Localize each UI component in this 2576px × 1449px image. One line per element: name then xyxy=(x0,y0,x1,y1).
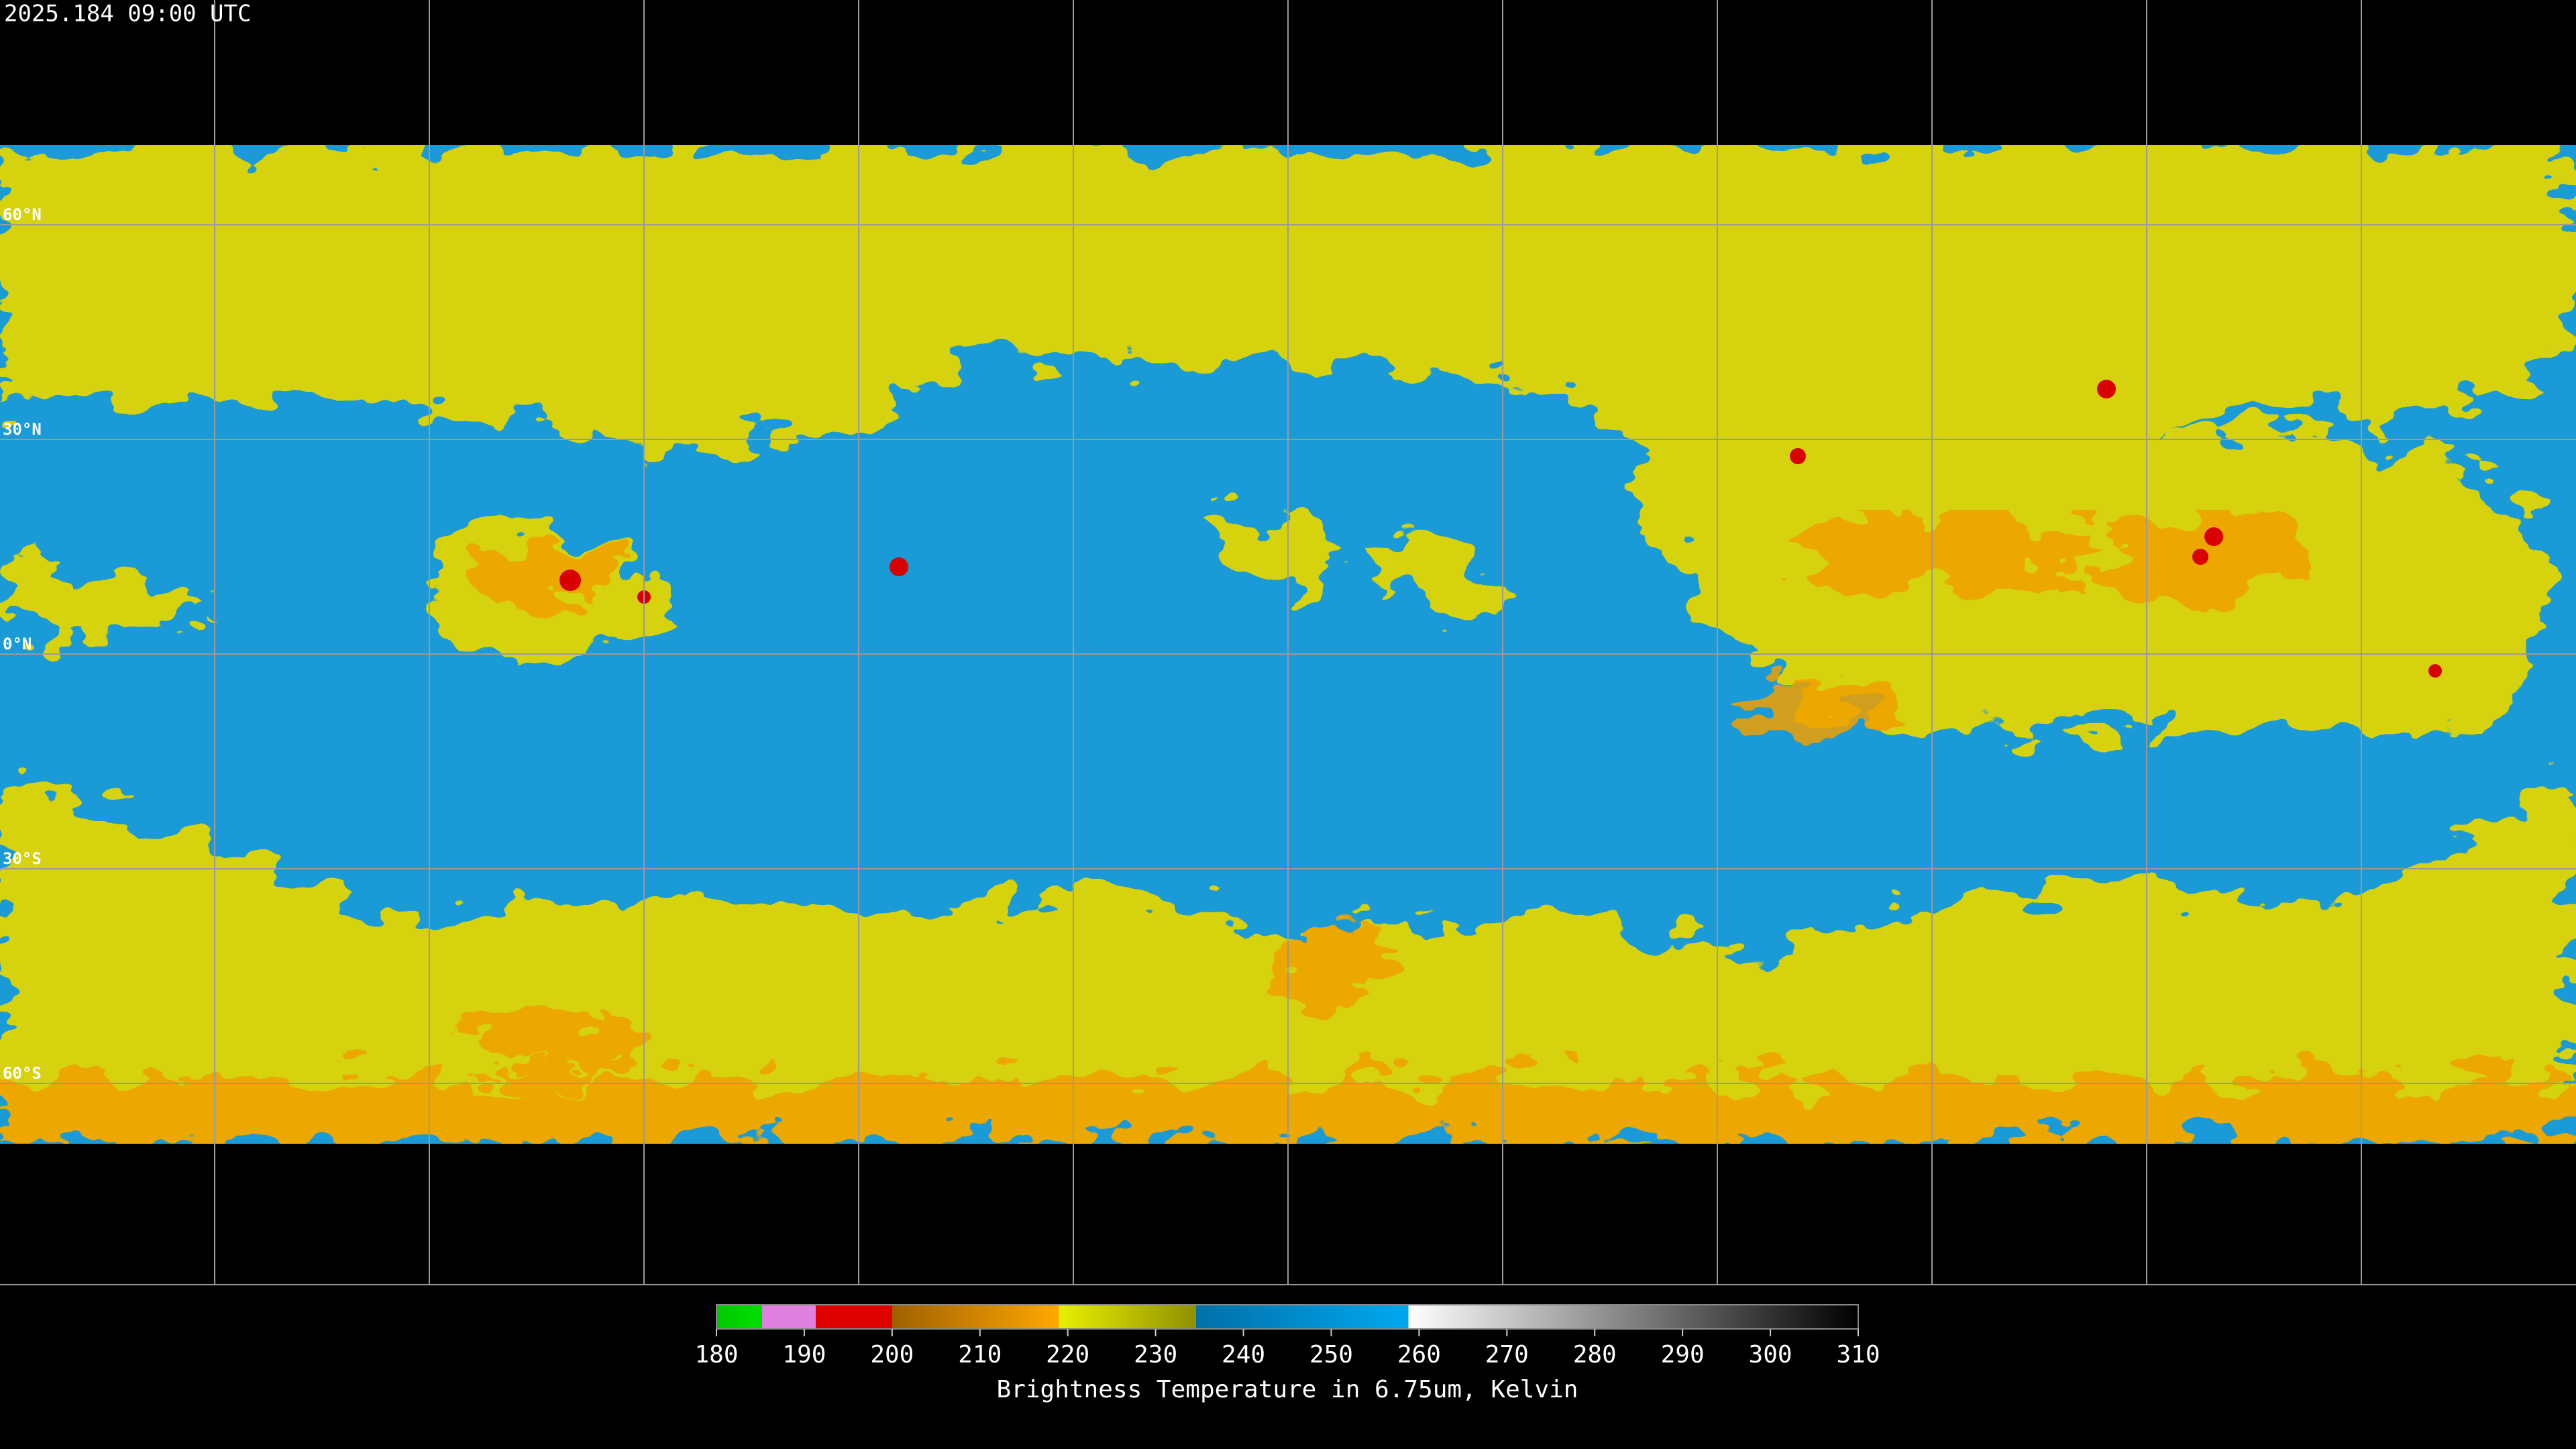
latitude-label: 60°S xyxy=(3,1064,42,1083)
colorbar-tick-label: 260 xyxy=(1397,1341,1441,1368)
colorbar-tick-label: 180 xyxy=(694,1341,738,1368)
colorbar-tick-label: 280 xyxy=(1573,1341,1617,1368)
graticule xyxy=(0,0,2576,1285)
timestamp: 2025.184 09:00 UTC xyxy=(4,1,251,28)
colorbar-tick-label: 270 xyxy=(1485,1341,1529,1368)
colorbar-tick-label: 300 xyxy=(1749,1341,1792,1368)
colorbar-tick-label: 210 xyxy=(958,1341,1002,1368)
colorbar-tick-label: 310 xyxy=(1836,1341,1880,1368)
colorbar xyxy=(716,1304,1859,1330)
colorbar-tick-label: 220 xyxy=(1046,1341,1089,1368)
colorbar-tick-label: 230 xyxy=(1134,1341,1177,1368)
colorbar-tick-label: 240 xyxy=(1222,1341,1265,1368)
colorbar-tick-label: 290 xyxy=(1661,1341,1705,1368)
latitude-label: 30°N xyxy=(3,420,42,439)
latitude-label: 0°N xyxy=(3,635,32,653)
colorbar-tick-label: 250 xyxy=(1309,1341,1353,1368)
colorbar-tick-label: 200 xyxy=(870,1341,914,1368)
latitude-label: 30°S xyxy=(3,849,42,868)
colorbar-title: Brightness Temperature in 6.75um, Kelvin xyxy=(997,1376,1578,1403)
colorbar-tick-label: 190 xyxy=(782,1341,826,1368)
latitude-label: 60°N xyxy=(3,205,42,224)
